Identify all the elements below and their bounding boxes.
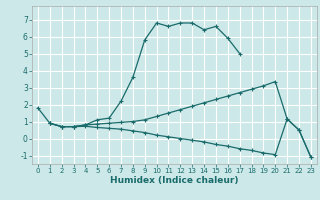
- X-axis label: Humidex (Indice chaleur): Humidex (Indice chaleur): [110, 176, 239, 185]
